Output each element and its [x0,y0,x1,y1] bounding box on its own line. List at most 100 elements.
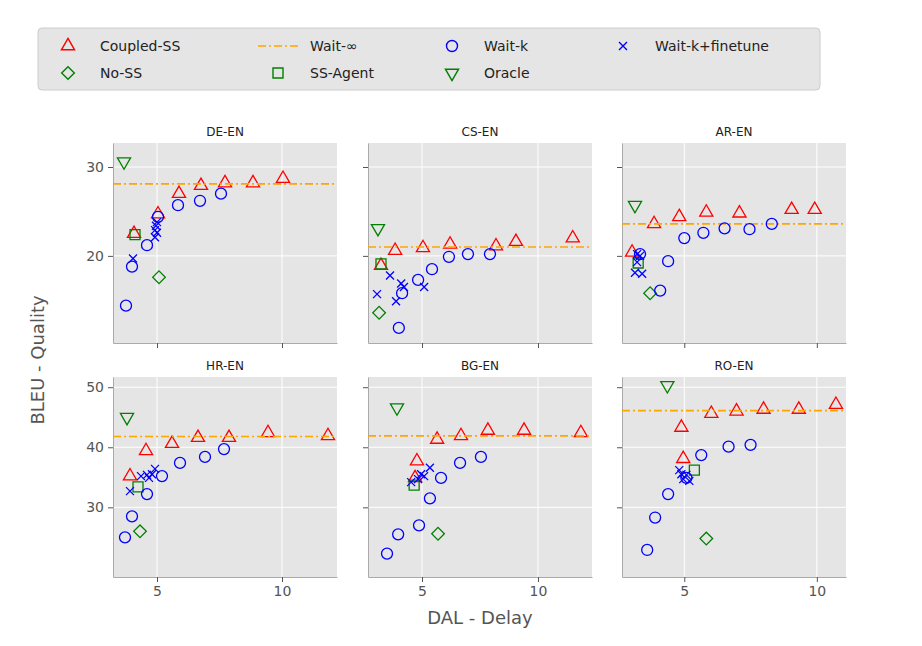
point [321,428,334,439]
legend-label: SS-Agent [310,65,374,81]
tick: 5 [418,577,427,599]
axis-line [622,378,623,578]
legend-box [38,28,820,90]
tick-mark [538,343,539,348]
grid-line [622,167,846,168]
axis-line [368,378,369,578]
point [392,297,400,305]
point [700,532,713,545]
tick-label: 50 [86,379,104,395]
tick-mark [422,343,423,348]
y-axis [617,378,623,578]
point [120,413,133,424]
axis-line [623,343,847,344]
grid-line [113,167,337,168]
point [427,264,438,275]
y-axis [617,144,623,344]
panel: CS-EN [363,125,593,348]
point [129,255,137,263]
point [371,225,384,236]
point [389,243,402,254]
point [785,202,798,213]
tick: 10 [274,577,292,599]
axis-line [622,144,623,344]
grid-line [537,377,538,577]
marks [113,413,337,542]
point [689,465,699,475]
tick: 20 [86,248,113,264]
panel-title: RO-EN [714,359,753,373]
legend-swatch [61,38,74,49]
tick-mark [617,387,622,388]
point [509,234,522,245]
plot-background [368,377,592,577]
grid-line [816,143,817,343]
tick-label: 20 [86,248,104,264]
legend-label: No-SS [100,65,142,81]
point [246,175,259,186]
point [426,464,434,472]
point [454,428,467,439]
tick-mark [363,256,368,257]
panel: 510304050HR-EN [86,359,337,599]
tick: 40 [86,439,113,455]
legend-item: Wait-k [447,38,529,54]
point [475,451,486,462]
grid-line [368,387,592,388]
marks [113,158,337,311]
axis-line [369,577,593,578]
tick [617,387,622,388]
point [638,270,646,278]
legend-label: Wait-k [484,38,529,54]
point [127,511,138,522]
point [218,175,231,186]
point [134,525,147,538]
grid-line [113,387,337,388]
tick-label: 10 [274,583,292,599]
tick-mark [363,387,368,388]
tick: 50 [86,379,113,395]
tick [363,256,368,257]
tick-label: 40 [86,439,104,455]
tick-label: 5 [418,583,427,599]
point [744,224,755,235]
point [679,233,690,244]
point [400,283,408,291]
axis-line [114,343,338,344]
point [677,451,690,462]
legend-label: Oracle [484,65,530,81]
point [745,439,756,450]
legend-swatch [447,41,458,52]
tick-label: 30 [86,159,104,175]
tick-mark [108,447,113,448]
grid-line [368,447,592,448]
point [139,443,152,454]
point [673,209,686,220]
point [655,285,666,296]
x-axis: 510 [114,577,338,599]
x-axis [623,343,847,348]
point [142,489,153,500]
point [719,223,730,234]
tick [617,167,622,168]
legend-label: Wait-k+finetune [655,38,769,54]
point [123,469,136,480]
panel: 510BG-EN [363,359,593,599]
point [173,200,184,211]
point [633,258,641,266]
point [723,441,734,452]
tick-mark [282,577,283,582]
point [195,195,206,206]
point [120,532,131,543]
point [165,436,178,447]
point [126,487,134,495]
point [808,202,821,213]
grid-line [368,507,592,508]
reference-line [622,223,846,225]
point [431,432,444,443]
grid-line [622,507,846,508]
reference-line [622,410,846,412]
panel: AR-EN [617,125,847,348]
point [151,465,159,473]
tick [817,343,818,348]
